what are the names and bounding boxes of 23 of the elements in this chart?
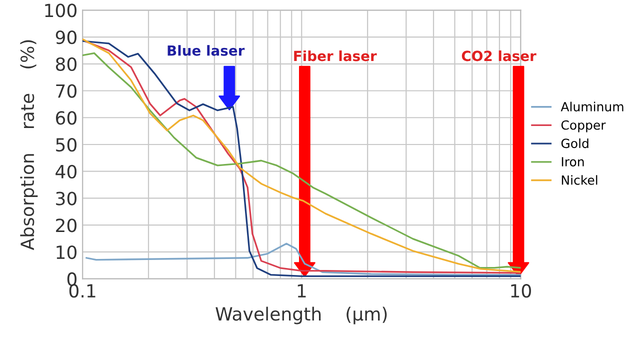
annotation: Fiber laser	[294, 50, 377, 62]
y-tick-label: 90	[56, 30, 76, 44]
y-tick-label: 10	[56, 245, 76, 260]
y-tick-label: 20	[56, 218, 76, 232]
annotation: CO2 laser	[462, 50, 536, 62]
y-tick-label: 70	[56, 84, 76, 98]
y-tick-label: 40	[56, 164, 76, 178]
y-tick-label: 30	[56, 192, 76, 206]
y-tick-label: 60	[56, 111, 76, 125]
x-tick-label: 1	[298, 284, 306, 298]
y-tick-label: 80	[56, 57, 76, 71]
x-tick-label: 0.1	[69, 284, 96, 298]
x-tick-label: 10	[511, 284, 531, 298]
y-axis-title: Absorption rate (%)	[20, 40, 38, 250]
legend-label: Iron	[562, 157, 584, 166]
legend-label: Copper	[561, 120, 606, 132]
annotation: Blue laser	[168, 45, 245, 56]
legend-label: Aluminum	[560, 102, 624, 112]
y-tick-label: 100	[45, 4, 76, 18]
legend-label: Nickel	[562, 175, 598, 185]
legend-label: Gold	[561, 138, 588, 148]
x-axis-title: Wavelength (μm)	[216, 306, 387, 324]
y-tick-label: 50	[56, 138, 76, 152]
